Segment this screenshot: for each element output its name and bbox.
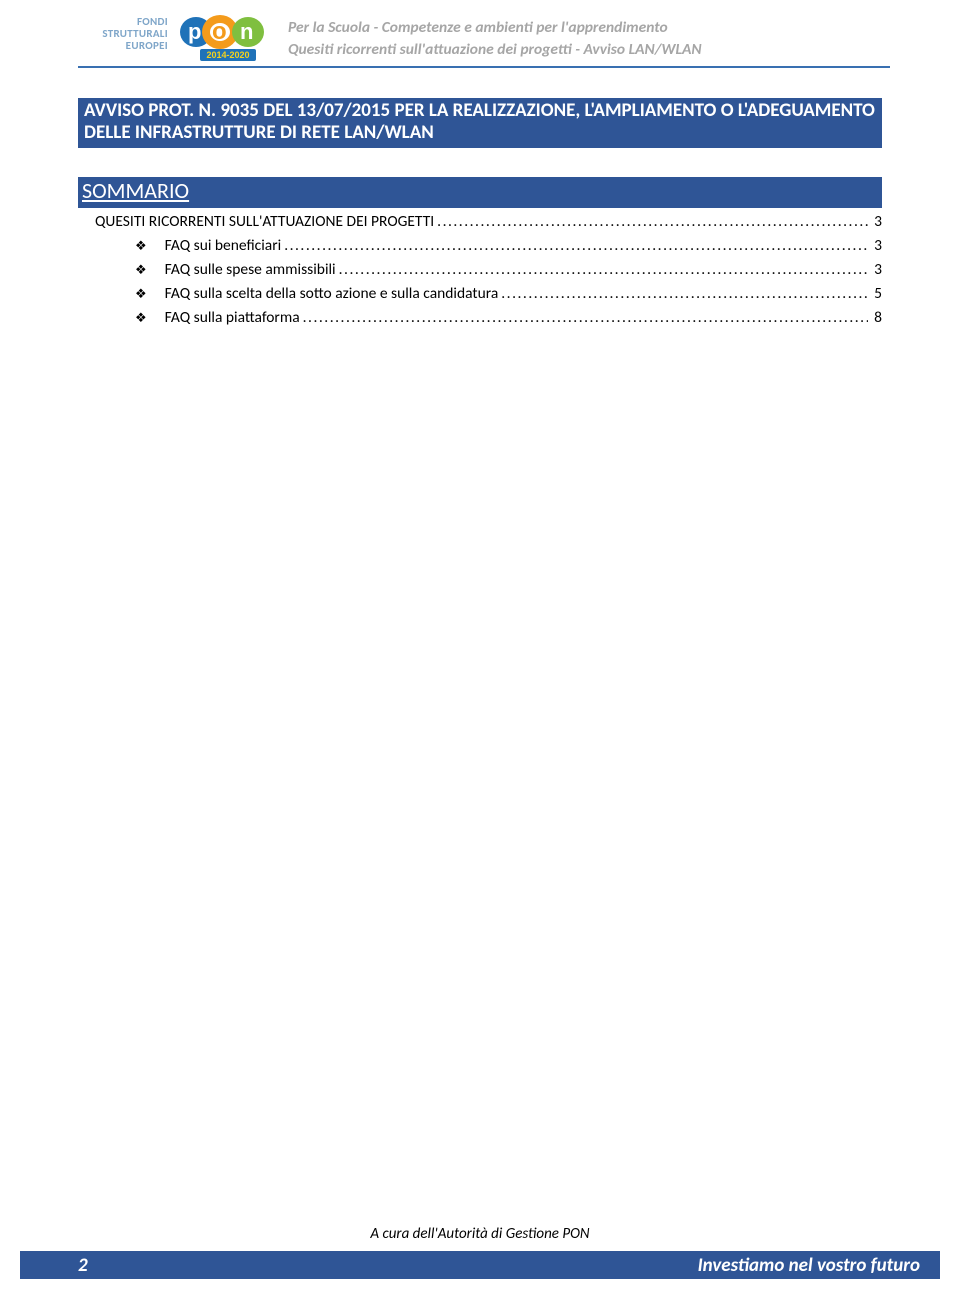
toc-label: FAQ sulla piattaforma bbox=[165, 308, 300, 327]
bullet-icon: ❖ bbox=[135, 310, 147, 326]
toc-entry: ❖ FAQ sui beneficiari 3 bbox=[135, 236, 882, 255]
footer-motto: Investiamo nel vostro futuro bbox=[698, 1254, 920, 1277]
toc-page-number: 3 bbox=[871, 260, 882, 279]
header-titles: Per la Scuola - Competenze e ambienti pe… bbox=[288, 18, 882, 59]
svg-text:p: p bbox=[188, 19, 201, 44]
toc-entry: ❖ FAQ sulla piattaforma 8 bbox=[135, 308, 882, 327]
svg-text:o: o bbox=[212, 18, 227, 45]
toc-page-number: 3 bbox=[871, 212, 882, 231]
pon-years: 2014-2020 bbox=[206, 50, 249, 60]
toc-entry: ❖ FAQ sulle spese ammissibili 3 bbox=[135, 260, 882, 279]
toc-leader bbox=[284, 236, 868, 255]
footer-caption: A cura dell'Autorità di Gestione PON bbox=[0, 1225, 960, 1243]
toc-leader bbox=[501, 284, 868, 303]
header-rule bbox=[78, 66, 890, 68]
bullet-icon: ❖ bbox=[135, 238, 147, 254]
toc-entry: ❖ FAQ sulla scelta della sotto azione e … bbox=[135, 284, 882, 303]
document-title-bar: AVVISO PROT. N. 9035 DEL 13/07/2015 PER … bbox=[78, 98, 882, 148]
footer-bar: 2 Investiamo nel vostro futuro bbox=[20, 1251, 940, 1279]
toc-page-number: 3 bbox=[871, 236, 882, 255]
bullet-icon: ❖ bbox=[135, 286, 147, 302]
document-page: FONDI STRUTTURALI EUROPEI p o n 2014-202… bbox=[0, 0, 960, 1295]
sommario-heading: SOMMARIO bbox=[78, 177, 882, 208]
toc-leader bbox=[303, 308, 869, 327]
toc-entry: QUESITI RICORRENTI SULL'ATTUAZIONE DEI P… bbox=[95, 212, 882, 231]
toc-leader bbox=[339, 260, 869, 279]
page-header: FONDI STRUTTURALI EUROPEI p o n 2014-202… bbox=[78, 14, 882, 62]
pon-logo-icon: p o n 2014-2020 bbox=[172, 12, 282, 64]
bullet-icon: ❖ bbox=[135, 262, 147, 278]
toc-page-number: 8 bbox=[871, 308, 882, 327]
logo-line-3: EUROPEI bbox=[78, 40, 168, 52]
fondi-strutturali-label: FONDI STRUTTURALI EUROPEI bbox=[78, 16, 168, 52]
footer-page-number: 2 bbox=[78, 1254, 88, 1277]
logo-block: FONDI STRUTTURALI EUROPEI p o n 2014-202… bbox=[78, 14, 278, 62]
toc-label: FAQ sulle spese ammissibili bbox=[165, 260, 336, 279]
toc-page-number: 5 bbox=[871, 284, 882, 303]
header-title-line1: Per la Scuola - Competenze e ambienti pe… bbox=[288, 18, 882, 37]
header-title-line2: Quesiti ricorrenti sull'attuazione dei p… bbox=[288, 40, 882, 59]
toc-label: FAQ sui beneficiari bbox=[165, 236, 282, 255]
toc-leader bbox=[437, 212, 868, 231]
toc-label: FAQ sulla scelta della sotto azione e su… bbox=[165, 284, 499, 303]
table-of-contents: QUESITI RICORRENTI SULL'ATTUAZIONE DEI P… bbox=[95, 212, 882, 332]
svg-text:n: n bbox=[240, 19, 253, 44]
toc-label: QUESITI RICORRENTI SULL'ATTUAZIONE DEI P… bbox=[95, 212, 434, 231]
